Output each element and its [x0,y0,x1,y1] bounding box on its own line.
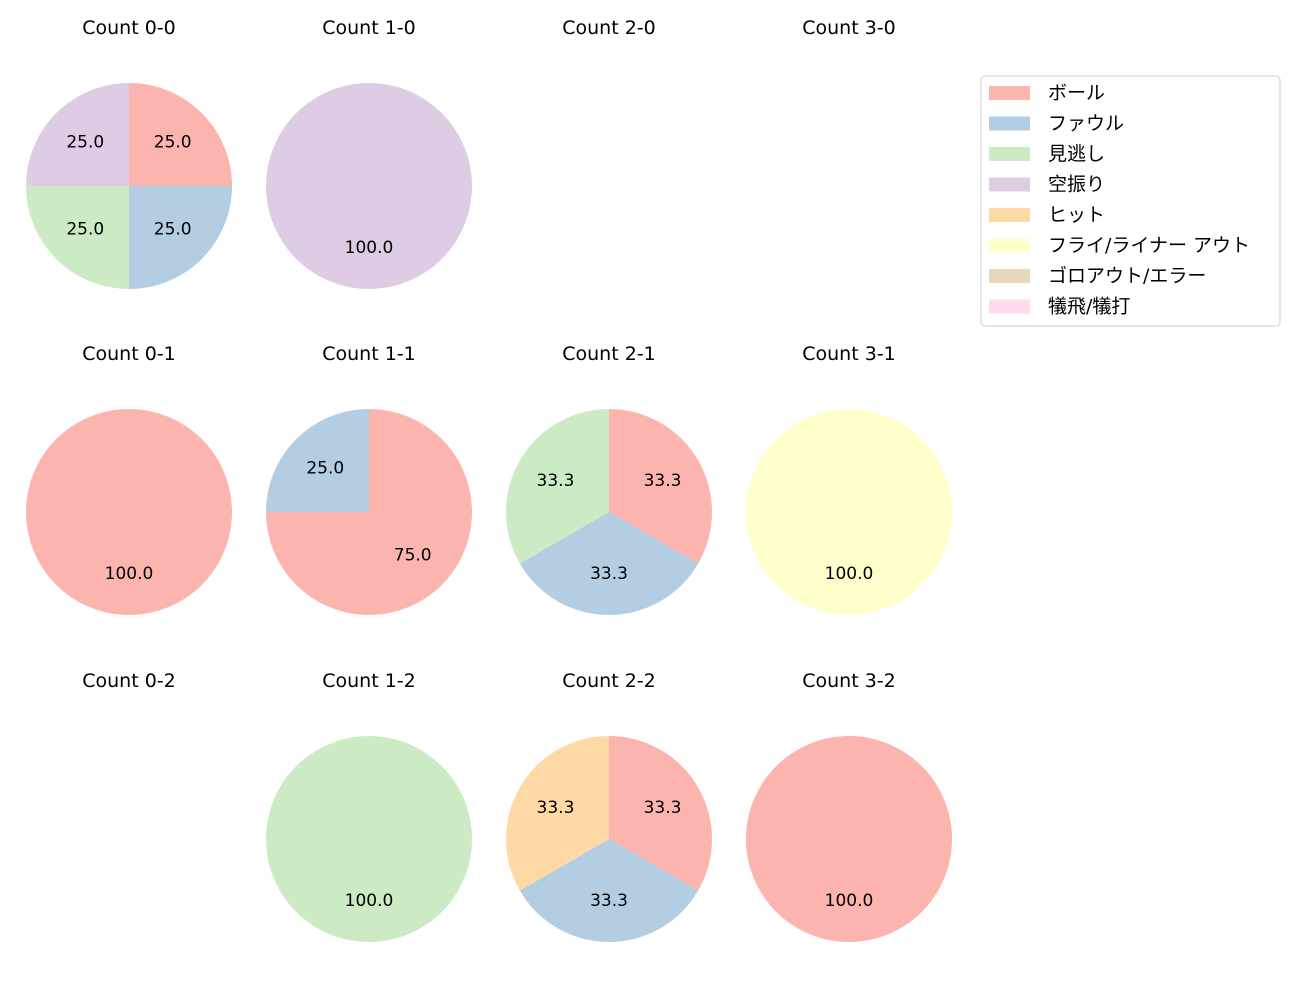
legend-label: 空振り [1048,174,1105,196]
pie-slice [519,839,699,942]
pie-chart: Count 0-2 [82,670,176,692]
chart-title: Count 3-2 [802,670,896,692]
chart-title: Count 0-2 [82,670,176,692]
chart-title: Count 2-1 [562,343,656,365]
chart-title: Count 2-0 [562,17,656,39]
slice-percent-label: 25.0 [154,220,192,240]
pie-slice [506,409,609,564]
pie-slice [26,186,129,289]
pie-slice [266,736,472,942]
pie-slice [746,409,952,615]
legend-label: 犠飛/犠打 [1048,296,1130,318]
pie-slice [266,83,472,289]
pie-chart: Count 2-0 [562,17,656,39]
legend-frame [980,75,1281,327]
slice-percent-label: 33.3 [644,471,682,491]
pie-slice [519,512,699,615]
pie-slice [506,736,609,891]
legend-label: ヒット [1048,204,1105,226]
legend-swatch [989,269,1030,283]
pie-slice [129,186,232,289]
slice-percent-label: 25.0 [154,132,192,152]
chart-title: Count 3-1 [802,343,896,365]
slice-percent-label: 33.3 [537,798,575,818]
pie-chart: Count 1-1 75.0 25.0 [266,343,472,615]
pie-slice [129,83,232,186]
chart-title: Count 1-0 [322,17,416,39]
pie-slice [266,409,369,512]
legend-swatch [989,147,1030,161]
legend-swatch [989,299,1030,314]
pie-chart: Count 3-2 100.0 [746,670,952,942]
legend-swatch [989,86,1030,100]
legend-swatch [989,177,1030,192]
chart-title: Count 1-1 [322,343,416,365]
slice-percent-label: 100.0 [825,891,874,911]
slice-percent-label: 75.0 [394,546,432,566]
pie-slice [609,736,712,891]
pie-slice [746,736,952,942]
chart-title: Count 0-0 [82,17,176,39]
legend-label: 見逃し [1048,143,1105,165]
chart-title: Count 3-0 [802,17,896,39]
pie-chart: Count 3-0 [802,17,896,39]
slice-percent-label: 25.0 [66,132,104,152]
pie-chart: Count 2-1 33.3 33.3 33.3 [506,343,712,615]
pie-chart: Count 1-2 100.0 [266,670,472,942]
legend-label: ゴロアウト/エラー [1048,265,1206,287]
pie-chart: Count 1-0 100.0 [266,17,472,289]
legend-label: フライ/ライナー アウト [1048,235,1250,257]
slice-percent-label: 100.0 [345,238,394,258]
slice-percent-label: 25.0 [66,220,104,240]
slice-percent-label: 25.0 [306,458,344,478]
legend-swatch [989,116,1030,131]
legend-swatch [989,208,1030,222]
legend-label: ボール [1048,82,1105,104]
slice-percent-label: 33.3 [644,798,682,818]
pie-slice [609,409,712,564]
pie-chart: Count 3-1 100.0 [746,343,952,615]
slice-percent-label: 100.0 [825,564,874,584]
pie-chart: Count 0-0 25.0 25.0 25.0 25.0 [26,17,232,289]
chart-title: Count 1-2 [322,670,416,692]
pie-slice [26,409,232,615]
slice-percent-label: 33.3 [537,471,575,491]
pie-chart: Count 2-2 33.3 33.3 33.3 [506,670,712,942]
slice-percent-label: 100.0 [105,564,154,584]
pie-chart: Count 0-1 100.0 [26,343,232,615]
legend-swatch [989,238,1030,253]
pie-slice [26,83,129,186]
slice-percent-label: 33.3 [590,564,628,584]
legend-label: ファウル [1048,113,1124,135]
slice-percent-label: 100.0 [345,891,394,911]
chart-title: Count 2-2 [562,670,656,692]
slice-percent-label: 33.3 [590,891,628,911]
chart-title: Count 0-1 [82,343,176,365]
